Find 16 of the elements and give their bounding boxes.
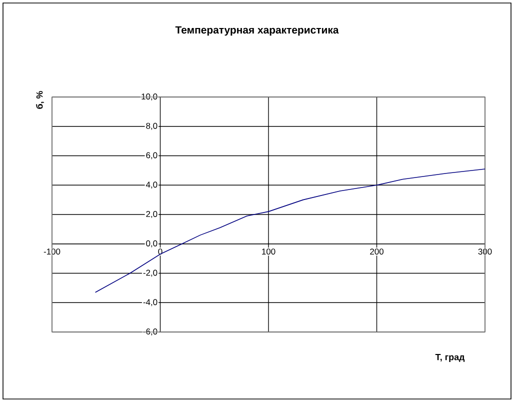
x-axis-title: Т, град — [435, 354, 465, 362]
y-axis-title: б, % — [36, 90, 44, 109]
x-tick-label: 100 — [262, 248, 276, 255]
x-tick-label: -100 — [44, 248, 60, 255]
y-tick-label: -2,0 — [143, 270, 158, 277]
x-tick-label: 200 — [370, 248, 384, 255]
y-tick-label: 0,0 — [146, 240, 158, 248]
y-tick-label: -6,0 — [143, 328, 158, 336]
y-tick-label: 8,0 — [146, 122, 158, 130]
chart-title: Температурная характеристика — [175, 26, 339, 36]
x-tick-label: 300 — [478, 248, 492, 255]
y-tick-label: 4,0 — [146, 182, 158, 189]
y-tick-label: -4,0 — [143, 299, 158, 306]
y-tick-label: 6,0 — [146, 152, 158, 160]
y-tick-label: 2,0 — [146, 211, 158, 218]
y-tick-label: 10,0 — [142, 94, 158, 100]
